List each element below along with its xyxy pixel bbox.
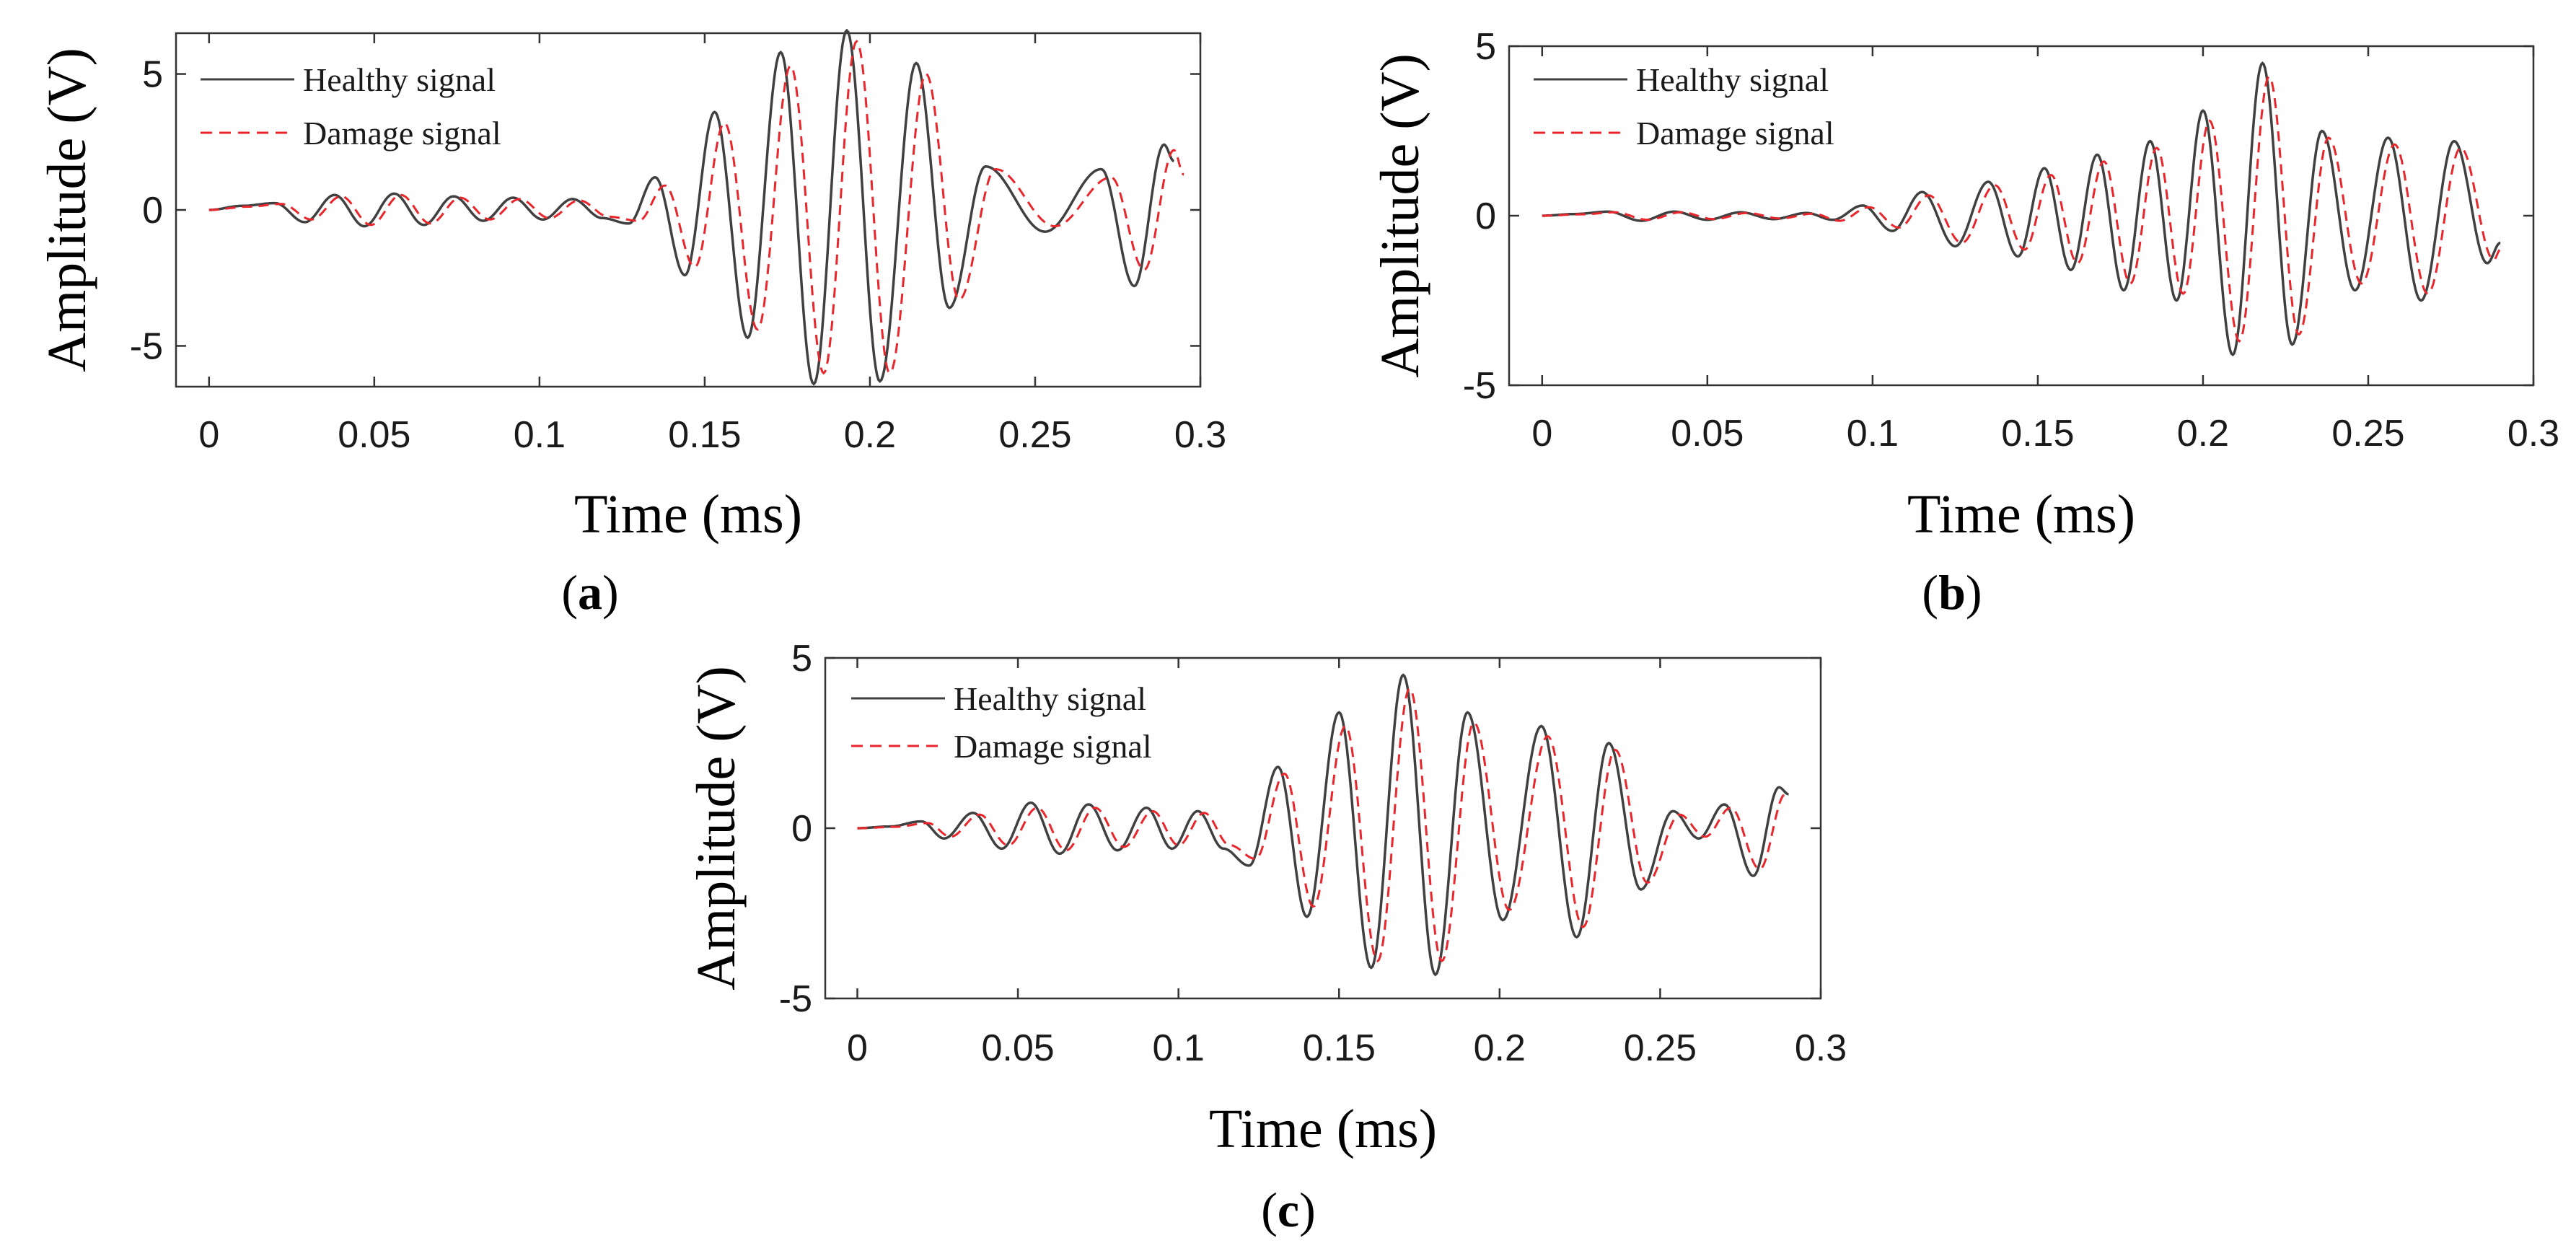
x-tick-label: 0.25	[1624, 1027, 1697, 1069]
y-tick-labels: -5 0 5	[1463, 26, 1496, 407]
x-tick-label: 0.1	[1153, 1027, 1205, 1069]
y-tick-label: -5	[130, 326, 163, 368]
panel-a: 0 0.05 0.1 0.15 0.2 0.25 0.3 -5 0 5 Heal…	[37, 28, 1226, 620]
y-tick-labels: -5 0 5	[130, 54, 163, 368]
x-tick-labels: 0 0.05 0.1 0.15 0.2 0.25 0.3	[198, 414, 1226, 456]
x-tick-label: 0	[198, 414, 219, 456]
y-tick-labels: -5 0 5	[779, 638, 812, 1020]
x-tick-label: 0.2	[1474, 1027, 1526, 1069]
y-tick-label: 0	[791, 808, 812, 850]
healthy-signal-line	[857, 673, 1789, 977]
healthy-signal-line	[1542, 61, 2501, 357]
legend: Healthy signal Damage signal	[851, 680, 1152, 765]
panel-letter: b	[1938, 565, 1966, 620]
x-tick-label: 0.15	[668, 414, 741, 456]
x-tick-label: 0.15	[2001, 413, 2074, 454]
x-tick-label: 0.3	[1174, 414, 1226, 456]
x-tick-label: 0.05	[338, 414, 410, 456]
legend-label-healthy: Healthy signal	[954, 680, 1146, 717]
tick-marks	[1509, 45, 2535, 387]
tick-marks	[825, 656, 1822, 1000]
legend-label-damage: Damage signal	[1636, 115, 1834, 151]
x-tick-label: 0.25	[998, 414, 1071, 456]
x-tick-label: 0.1	[514, 414, 566, 456]
panel-label-b: (b)	[1922, 565, 1982, 620]
x-tick-label: 0	[847, 1027, 868, 1069]
y-axis-title: Amplitude (V)	[1370, 53, 1430, 378]
legend-label-damage: Damage signal	[954, 728, 1152, 765]
y-tick-label: 5	[142, 54, 163, 96]
y-axis-title: Amplitude (V)	[686, 666, 747, 991]
y-tick-label: 5	[791, 638, 812, 680]
y-tick-label: 5	[1475, 26, 1496, 68]
y-tick-label: -5	[779, 978, 812, 1020]
x-axis-title: Time (ms)	[574, 484, 802, 545]
y-tick-label: -5	[1463, 365, 1496, 407]
legend-label-healthy: Healthy signal	[303, 61, 496, 98]
x-tick-labels: 0 0.05 0.1 0.15 0.2 0.25 0.3	[1531, 413, 2559, 454]
x-tick-label: 0.05	[981, 1027, 1054, 1069]
plot-lines	[1542, 61, 2501, 357]
x-tick-label: 0.3	[1795, 1027, 1847, 1069]
y-tick-label: 0	[1475, 196, 1496, 237]
panel-label-a: (a)	[561, 565, 618, 620]
x-tick-label: 0.2	[844, 414, 896, 456]
legend: Healthy signal Damage signal	[201, 61, 501, 151]
damage-signal-line	[1542, 75, 2501, 343]
x-tick-label: 0.15	[1303, 1027, 1376, 1069]
legend: Healthy signal Damage signal	[1534, 61, 1834, 151]
x-tick-label: 0.1	[1847, 413, 1899, 454]
y-axis-title: Amplitude (V)	[37, 48, 97, 372]
panel-label-c: (c)	[1261, 1182, 1316, 1237]
panel-b: 0 0.05 0.1 0.15 0.2 0.25 0.3 -5 0 5 Heal…	[1370, 26, 2559, 620]
x-tick-label: 0.25	[2331, 413, 2404, 454]
x-tick-labels: 0 0.05 0.1 0.15 0.2 0.25 0.3	[847, 1027, 1847, 1069]
x-tick-label: 0.3	[2507, 413, 2559, 454]
healthy-signal-line	[208, 28, 1174, 386]
x-tick-label: 0	[1531, 413, 1552, 454]
legend-label-damage: Damage signal	[303, 115, 501, 151]
x-axis-title: Time (ms)	[1209, 1099, 1437, 1159]
panel-letter: c	[1278, 1182, 1299, 1237]
plot-lines	[208, 28, 1184, 386]
y-tick-label: 0	[142, 190, 163, 232]
x-tick-label: 0.2	[2177, 413, 2229, 454]
x-axis-title: Time (ms)	[1907, 484, 2135, 545]
legend-label-healthy: Healthy signal	[1636, 61, 1829, 98]
tick-marks	[176, 33, 1202, 387]
panel-c: 0 0.05 0.1 0.15 0.2 0.25 0.3 -5 0 5 Heal…	[686, 638, 1847, 1237]
panel-letter: a	[578, 565, 602, 620]
damage-signal-line	[857, 687, 1789, 963]
plot-lines	[857, 673, 1789, 977]
damage-signal-line	[208, 40, 1184, 375]
x-tick-label: 0.05	[1671, 413, 1744, 454]
